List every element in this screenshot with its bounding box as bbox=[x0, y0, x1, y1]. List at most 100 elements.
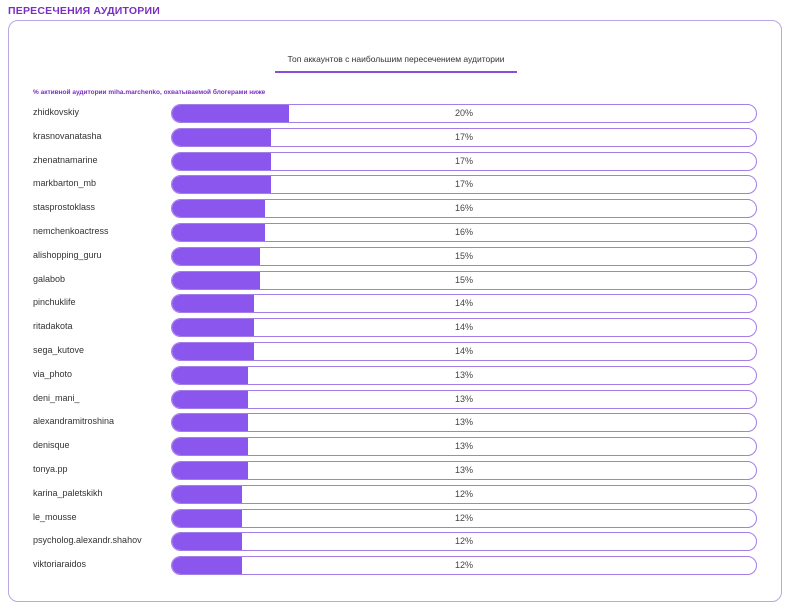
category-label: alishopping_guru bbox=[33, 249, 102, 260]
bar-track: 13% bbox=[171, 413, 757, 433]
value-label: 12% bbox=[454, 512, 473, 523]
chart-row: ritadakota 14% bbox=[0, 318, 792, 338]
bar-track: 14% bbox=[171, 318, 757, 338]
bar-track: 17% bbox=[171, 127, 757, 147]
bar bbox=[172, 533, 243, 551]
bar bbox=[172, 485, 243, 503]
bar-track: 12% bbox=[171, 484, 757, 504]
bar bbox=[172, 509, 243, 527]
bar bbox=[172, 343, 254, 360]
value-label: 13% bbox=[454, 441, 473, 452]
chart-row: sega_kutove 14% bbox=[0, 342, 792, 362]
chart-row: tonya.pp 13% bbox=[0, 461, 792, 481]
chart-row: via_photo 13% bbox=[0, 365, 792, 386]
category-label: viktoriaraidos bbox=[33, 559, 87, 570]
category-label: deni_mani_ bbox=[33, 392, 80, 403]
bar-track: 16% bbox=[171, 223, 757, 242]
category-label: ritadakota bbox=[33, 321, 73, 332]
bar-track: 14% bbox=[171, 342, 757, 361]
section-title: ПЕРЕСЕЧЕНИЯ АУДИТОРИИ bbox=[8, 5, 160, 17]
value-label: 12% bbox=[454, 560, 473, 571]
category-label: alexandramitroshina bbox=[33, 416, 115, 427]
category-label: galabob bbox=[33, 273, 66, 284]
bar bbox=[172, 176, 272, 194]
bar bbox=[172, 128, 272, 146]
chart-row: zhenatnamarine 17% bbox=[0, 151, 792, 172]
bar bbox=[172, 271, 260, 289]
value-label: 14% bbox=[454, 346, 473, 356]
bar bbox=[172, 414, 248, 432]
bar bbox=[172, 152, 272, 170]
chart-row: krasnovanatasha 17% bbox=[0, 127, 792, 148]
value-label: 13% bbox=[454, 393, 473, 404]
chart-row: pinchuklife 14% bbox=[0, 294, 792, 314]
category-label: krasnovanatasha bbox=[33, 130, 102, 141]
tab-title: Топ аккаунтов с наибольшим пересечением … bbox=[287, 54, 505, 64]
bar-track: 17% bbox=[171, 151, 757, 171]
value-label: 13% bbox=[454, 417, 473, 428]
chart-subtitle: % активной аудитории miha.marchenko, охв… bbox=[33, 89, 266, 96]
bar bbox=[172, 366, 248, 384]
chart-row: denisque 13% bbox=[0, 437, 792, 457]
value-label: 13% bbox=[454, 369, 473, 380]
category-label: via_photo bbox=[33, 368, 73, 379]
chart-row: alishopping_guru 15% bbox=[0, 246, 792, 267]
chart-row: psycholog.alexandr.shahov 12% bbox=[0, 532, 792, 552]
bar bbox=[172, 295, 254, 313]
bar bbox=[172, 105, 289, 122]
value-label: 13% bbox=[454, 465, 473, 475]
bar bbox=[172, 200, 266, 218]
value-label: 15% bbox=[454, 250, 473, 261]
value-label: 17% bbox=[454, 131, 473, 142]
bar-track: 13% bbox=[171, 437, 757, 457]
bar-track: 16% bbox=[171, 199, 757, 219]
category-label: sega_kutove bbox=[33, 345, 85, 355]
value-label: 16% bbox=[454, 227, 473, 237]
bar-track: 17% bbox=[171, 175, 757, 195]
bar-track: 13% bbox=[171, 389, 757, 409]
value-label: 14% bbox=[454, 298, 473, 309]
bar-track: 15% bbox=[171, 246, 757, 266]
value-label: 17% bbox=[454, 155, 473, 166]
bar bbox=[172, 224, 266, 241]
value-label: 12% bbox=[454, 488, 473, 499]
category-label: le_mousse bbox=[33, 511, 77, 522]
bar-track: 12% bbox=[171, 532, 757, 552]
value-label: 20% bbox=[454, 108, 473, 118]
value-label: 14% bbox=[454, 322, 473, 333]
category-label: zhidkovskiy bbox=[33, 107, 80, 117]
chart-row: zhidkovskiy 20% bbox=[0, 104, 792, 124]
value-label: 15% bbox=[454, 274, 473, 285]
chart-row: viktoriaraidos 12% bbox=[0, 556, 792, 576]
bar bbox=[172, 438, 248, 456]
bar bbox=[172, 557, 243, 575]
tab-top-accounts[interactable]: Топ аккаунтов с наибольшим пересечением … bbox=[275, 49, 517, 73]
bar bbox=[172, 390, 248, 408]
bar bbox=[172, 247, 260, 265]
bar bbox=[172, 319, 254, 337]
bar-track: 13% bbox=[171, 365, 757, 385]
bar-track: 14% bbox=[171, 294, 757, 314]
category-label: pinchuklife bbox=[33, 297, 76, 308]
category-label: karina_paletskikh bbox=[33, 487, 103, 498]
chart-row: nemchenkoactress 16% bbox=[0, 223, 792, 243]
bar-track: 12% bbox=[171, 556, 757, 576]
category-label: psycholog.alexandr.shahov bbox=[33, 535, 142, 546]
bar-track: 15% bbox=[171, 270, 757, 290]
value-label: 12% bbox=[454, 536, 473, 547]
value-label: 16% bbox=[454, 203, 473, 214]
category-label: nemchenkoactress bbox=[33, 226, 109, 236]
chart-row: galabob 15% bbox=[0, 270, 792, 291]
category-label: denisque bbox=[33, 440, 70, 451]
bar bbox=[172, 462, 248, 479]
category-label: stasprostoklass bbox=[33, 202, 96, 213]
value-label: 17% bbox=[454, 179, 473, 190]
category-label: tonya.pp bbox=[33, 464, 68, 474]
bar-track: 20% bbox=[171, 104, 757, 123]
chart-row: karina_paletskikh 12% bbox=[0, 484, 792, 505]
chart-row: markbarton_mb 17% bbox=[0, 175, 792, 195]
chart-row: le_mousse 12% bbox=[0, 508, 792, 529]
bar-track: 13% bbox=[171, 461, 757, 480]
category-label: markbarton_mb bbox=[33, 178, 97, 189]
chart-row: alexandramitroshina 13% bbox=[0, 413, 792, 433]
